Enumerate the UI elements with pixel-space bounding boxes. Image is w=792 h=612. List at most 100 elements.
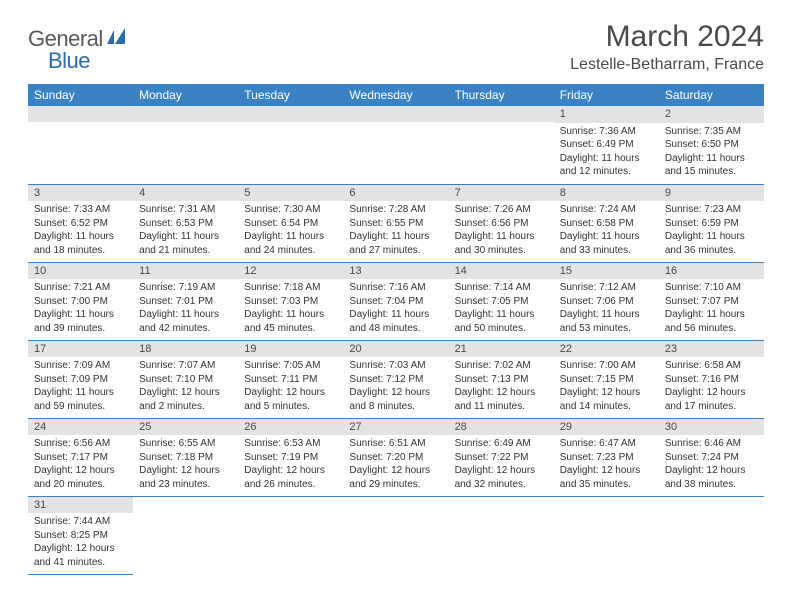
calendar-cell: 30Sunrise: 6:46 AMSunset: 7:24 PMDayligh… xyxy=(659,418,764,496)
month-title: March 2024 xyxy=(570,20,764,54)
logo-blue-wrap: Blue xyxy=(48,48,90,74)
day-number: 23 xyxy=(659,341,764,358)
day-content: Sunrise: 7:28 AMSunset: 6:55 PMDaylight:… xyxy=(343,201,448,261)
calendar-cell xyxy=(133,496,238,574)
sunset-line: Sunset: 7:16 PM xyxy=(665,373,758,387)
day-content: Sunrise: 6:58 AMSunset: 7:16 PMDaylight:… xyxy=(659,357,764,417)
daylight-line: Daylight: 11 hours and 36 minutes. xyxy=(665,230,758,257)
day-number: 11 xyxy=(133,263,238,280)
daylight-line: Daylight: 12 hours and 32 minutes. xyxy=(455,464,548,491)
weekday-header: Sunday xyxy=(28,84,133,106)
sunrise-line: Sunrise: 7:16 AM xyxy=(349,281,442,295)
day-content: Sunrise: 6:53 AMSunset: 7:19 PMDaylight:… xyxy=(238,435,343,495)
day-content: Sunrise: 7:00 AMSunset: 7:15 PMDaylight:… xyxy=(554,357,659,417)
sunset-line: Sunset: 7:22 PM xyxy=(455,451,548,465)
day-number: 15 xyxy=(554,263,659,280)
sunrise-line: Sunrise: 6:51 AM xyxy=(349,437,442,451)
calendar-cell: 1Sunrise: 7:36 AMSunset: 6:49 PMDaylight… xyxy=(554,106,659,184)
sunrise-line: Sunrise: 6:53 AM xyxy=(244,437,337,451)
calendar-cell: 28Sunrise: 6:49 AMSunset: 7:22 PMDayligh… xyxy=(449,418,554,496)
sunrise-line: Sunrise: 6:55 AM xyxy=(139,437,232,451)
calendar-body: 1Sunrise: 7:36 AMSunset: 6:49 PMDaylight… xyxy=(28,106,764,574)
sunrise-line: Sunrise: 7:10 AM xyxy=(665,281,758,295)
calendar-cell: 6Sunrise: 7:28 AMSunset: 6:55 PMDaylight… xyxy=(343,184,448,262)
day-content: Sunrise: 7:24 AMSunset: 6:58 PMDaylight:… xyxy=(554,201,659,261)
sunrise-line: Sunrise: 7:36 AM xyxy=(560,125,653,139)
sunrise-line: Sunrise: 7:07 AM xyxy=(139,359,232,373)
calendar-cell: 17Sunrise: 7:09 AMSunset: 7:09 PMDayligh… xyxy=(28,340,133,418)
weekday-header: Saturday xyxy=(659,84,764,106)
sunset-line: Sunset: 7:10 PM xyxy=(139,373,232,387)
day-content: Sunrise: 7:36 AMSunset: 6:49 PMDaylight:… xyxy=(554,123,659,183)
day-content: Sunrise: 6:56 AMSunset: 7:17 PMDaylight:… xyxy=(28,435,133,495)
calendar-cell: 7Sunrise: 7:26 AMSunset: 6:56 PMDaylight… xyxy=(449,184,554,262)
day-content: Sunrise: 6:46 AMSunset: 7:24 PMDaylight:… xyxy=(659,435,764,495)
daylight-line: Daylight: 11 hours and 39 minutes. xyxy=(34,308,127,335)
day-content: Sunrise: 7:33 AMSunset: 6:52 PMDaylight:… xyxy=(28,201,133,261)
sunset-line: Sunset: 6:50 PM xyxy=(665,138,758,152)
sunrise-line: Sunrise: 7:12 AM xyxy=(560,281,653,295)
daylight-line: Daylight: 12 hours and 23 minutes. xyxy=(139,464,232,491)
day-content: Sunrise: 7:10 AMSunset: 7:07 PMDaylight:… xyxy=(659,279,764,339)
day-number: 6 xyxy=(343,185,448,202)
calendar-cell: 13Sunrise: 7:16 AMSunset: 7:04 PMDayligh… xyxy=(343,262,448,340)
day-content: Sunrise: 7:12 AMSunset: 7:06 PMDaylight:… xyxy=(554,279,659,339)
sunrise-line: Sunrise: 7:19 AM xyxy=(139,281,232,295)
sunrise-line: Sunrise: 6:49 AM xyxy=(455,437,548,451)
daylight-line: Daylight: 12 hours and 29 minutes. xyxy=(349,464,442,491)
day-content: Sunrise: 7:21 AMSunset: 7:00 PMDaylight:… xyxy=(28,279,133,339)
calendar-cell: 31Sunrise: 7:44 AMSunset: 8:25 PMDayligh… xyxy=(28,496,133,574)
day-number: 16 xyxy=(659,263,764,280)
day-number: 4 xyxy=(133,185,238,202)
sunset-line: Sunset: 6:49 PM xyxy=(560,138,653,152)
calendar-cell: 23Sunrise: 6:58 AMSunset: 7:16 PMDayligh… xyxy=(659,340,764,418)
day-number: 17 xyxy=(28,341,133,358)
day-content: Sunrise: 6:51 AMSunset: 7:20 PMDaylight:… xyxy=(343,435,448,495)
sunrise-line: Sunrise: 7:18 AM xyxy=(244,281,337,295)
day-number: 30 xyxy=(659,419,764,436)
sunset-line: Sunset: 7:00 PM xyxy=(34,295,127,309)
day-content: Sunrise: 6:47 AMSunset: 7:23 PMDaylight:… xyxy=(554,435,659,495)
daylight-line: Daylight: 12 hours and 8 minutes. xyxy=(349,386,442,413)
sunset-line: Sunset: 7:18 PM xyxy=(139,451,232,465)
sunrise-line: Sunrise: 7:23 AM xyxy=(665,203,758,217)
sunset-line: Sunset: 7:04 PM xyxy=(349,295,442,309)
calendar-page: General March 2024 Lestelle-Betharram, F… xyxy=(0,0,792,595)
daylight-line: Daylight: 12 hours and 20 minutes. xyxy=(34,464,127,491)
daylight-line: Daylight: 11 hours and 30 minutes. xyxy=(455,230,548,257)
day-number: 24 xyxy=(28,419,133,436)
day-content: Sunrise: 7:05 AMSunset: 7:11 PMDaylight:… xyxy=(238,357,343,417)
day-number: 27 xyxy=(343,419,448,436)
day-number: 25 xyxy=(133,419,238,436)
calendar-cell xyxy=(238,106,343,184)
daylight-line: Daylight: 11 hours and 45 minutes. xyxy=(244,308,337,335)
calendar-cell xyxy=(133,106,238,184)
calendar-cell xyxy=(343,496,448,574)
daylight-line: Daylight: 12 hours and 41 minutes. xyxy=(34,542,127,569)
sunset-line: Sunset: 7:23 PM xyxy=(560,451,653,465)
sunset-line: Sunset: 7:20 PM xyxy=(349,451,442,465)
calendar-cell: 5Sunrise: 7:30 AMSunset: 6:54 PMDaylight… xyxy=(238,184,343,262)
day-number: 1 xyxy=(554,106,659,123)
calendar-cell: 18Sunrise: 7:07 AMSunset: 7:10 PMDayligh… xyxy=(133,340,238,418)
sunrise-line: Sunrise: 7:44 AM xyxy=(34,515,127,529)
calendar-cell xyxy=(449,496,554,574)
daylight-line: Daylight: 11 hours and 33 minutes. xyxy=(560,230,653,257)
calendar-cell: 3Sunrise: 7:33 AMSunset: 6:52 PMDaylight… xyxy=(28,184,133,262)
day-number: 26 xyxy=(238,419,343,436)
sunrise-line: Sunrise: 7:26 AM xyxy=(455,203,548,217)
sunset-line: Sunset: 7:06 PM xyxy=(560,295,653,309)
calendar-cell xyxy=(449,106,554,184)
sunset-line: Sunset: 7:09 PM xyxy=(34,373,127,387)
calendar-cell: 27Sunrise: 6:51 AMSunset: 7:20 PMDayligh… xyxy=(343,418,448,496)
day-content: Sunrise: 7:30 AMSunset: 6:54 PMDaylight:… xyxy=(238,201,343,261)
calendar-table: SundayMondayTuesdayWednesdayThursdayFrid… xyxy=(28,84,764,575)
weekday-header: Monday xyxy=(133,84,238,106)
sunset-line: Sunset: 6:54 PM xyxy=(244,217,337,231)
day-number: 9 xyxy=(659,185,764,202)
day-content: Sunrise: 6:55 AMSunset: 7:18 PMDaylight:… xyxy=(133,435,238,495)
sunrise-line: Sunrise: 6:56 AM xyxy=(34,437,127,451)
daylight-line: Daylight: 11 hours and 56 minutes. xyxy=(665,308,758,335)
daylight-line: Daylight: 12 hours and 5 minutes. xyxy=(244,386,337,413)
sunset-line: Sunset: 7:01 PM xyxy=(139,295,232,309)
